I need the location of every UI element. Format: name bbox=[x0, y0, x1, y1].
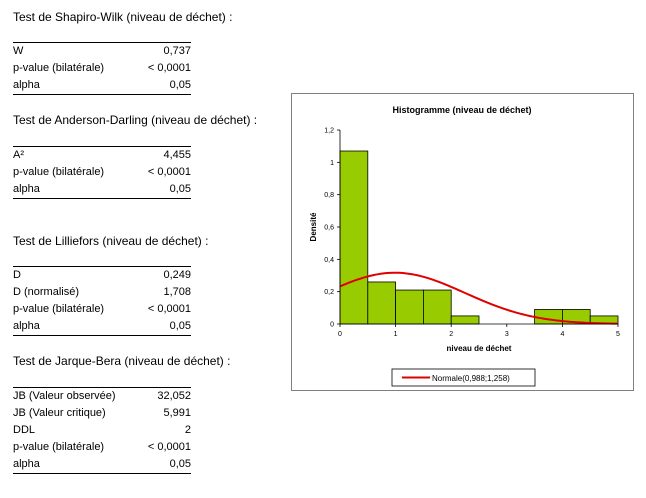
row-label: alpha bbox=[13, 456, 139, 474]
row-value: 1,708 bbox=[163, 286, 191, 298]
row-label: W bbox=[13, 42, 134, 60]
table-row: alpha 0,05 bbox=[13, 77, 191, 95]
table-row: DDL 2 bbox=[13, 422, 191, 439]
row-value: < 0,0001 bbox=[147, 62, 191, 74]
row-label: DDL bbox=[13, 424, 36, 436]
y-tick-label: 0,4 bbox=[324, 257, 334, 264]
normal-curve bbox=[339, 271, 619, 325]
jarque-bera-title: Test de Jarque-Bera (niveau de déchet) : bbox=[13, 354, 231, 368]
row-value: 0,05 bbox=[133, 77, 191, 95]
table-row: D (normalisé) 1,708 bbox=[13, 284, 191, 301]
row-value: 4,455 bbox=[133, 146, 191, 164]
y-axis-label: Densité bbox=[309, 212, 318, 241]
row-value: < 0,0001 bbox=[147, 303, 191, 315]
y-tick-label: 1,2 bbox=[324, 128, 334, 135]
row-value: 0,05 bbox=[133, 318, 191, 336]
row-value: 0,05 bbox=[138, 456, 191, 474]
table-row: p-value (bilatérale) < 0,0001 bbox=[13, 164, 191, 181]
shapiro-wilk-title: Test de Shapiro-Wilk (niveau de déchet) … bbox=[13, 10, 233, 24]
anderson-darling-table: A² 4,455 p-value (bilatérale) < 0,0001 alp… bbox=[13, 146, 191, 199]
x-tick-label: 3 bbox=[505, 331, 509, 338]
jarque-bera-table: JB (Valeur observée) 32,052 JB (Valeur cr… bbox=[13, 387, 191, 474]
lilliefors-title: Test de Lilliefors (niveau de déchet) : bbox=[13, 234, 209, 248]
anderson-darling-title: Test de Anderson-Darling (niveau de déch… bbox=[13, 113, 258, 127]
table-row: p-value (bilatérale) < 0,0001 bbox=[13, 301, 191, 318]
chart-legend: Normale(0,988;1,258) bbox=[391, 368, 536, 387]
table-row: A² 4,455 bbox=[13, 146, 191, 164]
legend-box bbox=[391, 368, 536, 387]
legend-label: Normale(0,988;1,258) bbox=[432, 374, 510, 383]
x-tick-label: 1 bbox=[394, 331, 398, 338]
row-label: JB (Valeur observée) bbox=[13, 387, 139, 405]
row-value: 0,05 bbox=[133, 181, 191, 199]
table-row: alpha 0,05 bbox=[13, 456, 191, 474]
axis-ticks: 0 0,2 0,4 0,6 0,8 1 1,2 0 1 2 3 4 5 bbox=[324, 128, 620, 339]
lilliefors-table: D 0,249 D (normalisé) 1,708 p-value (bilat… bbox=[13, 266, 191, 336]
row-label: D (normalisé) bbox=[13, 286, 80, 298]
y-tick-label: 0 bbox=[330, 322, 334, 329]
table-row: JB (Valeur critique) 5,991 bbox=[13, 405, 191, 422]
histogram-bar bbox=[395, 289, 424, 325]
table-row: p-value (bilatérale) < 0,0001 bbox=[13, 60, 191, 77]
row-value: 5,991 bbox=[163, 407, 191, 419]
row-value: < 0,0001 bbox=[147, 166, 191, 178]
row-value: 32,052 bbox=[138, 387, 191, 405]
histogram-chart: Histogramme (niveau de déchet) Densité n… bbox=[291, 93, 634, 391]
table-row: p-value (bilatérale) < 0,0001 bbox=[13, 439, 191, 456]
x-tick-label: 5 bbox=[616, 331, 620, 338]
x-tick-label: 0 bbox=[338, 331, 342, 338]
row-label: alpha bbox=[13, 77, 134, 95]
row-label: p-value (bilatérale) bbox=[13, 166, 105, 178]
row-value: < 0,0001 bbox=[147, 441, 191, 453]
row-label: JB (Valeur critique) bbox=[13, 407, 106, 419]
row-label: alpha bbox=[13, 181, 134, 199]
row-label: D bbox=[13, 266, 134, 284]
table-row: D 0,249 bbox=[13, 266, 191, 284]
row-label: p-value (bilatérale) bbox=[13, 62, 105, 74]
table-row: alpha 0,05 bbox=[13, 318, 191, 336]
row-value: 0,737 bbox=[133, 42, 191, 60]
y-tick-label: 0,2 bbox=[324, 289, 334, 296]
shapiro-wilk-table: W 0,737 p-value (bilatérale) < 0,0001 alph… bbox=[13, 42, 191, 95]
table-row: W 0,737 bbox=[13, 42, 191, 60]
row-label: alpha bbox=[13, 318, 134, 336]
table-row: JB (Valeur observée) 32,052 bbox=[13, 387, 191, 405]
chart-axes bbox=[339, 130, 618, 325]
histogram-svg: Histogramme (niveau de déchet) Densité n… bbox=[309, 105, 620, 387]
row-value: 0,249 bbox=[133, 266, 191, 284]
row-label: p-value (bilatérale) bbox=[13, 441, 105, 453]
y-tick-label: 1 bbox=[330, 160, 334, 167]
table-row: alpha 0,05 bbox=[13, 181, 191, 199]
row-label: p-value (bilatérale) bbox=[13, 303, 105, 315]
row-value: 2 bbox=[184, 424, 191, 436]
histogram-bar bbox=[534, 309, 563, 325]
y-tick-label: 0,8 bbox=[324, 192, 334, 199]
row-label: A² bbox=[13, 146, 134, 164]
x-tick-label: 2 bbox=[449, 331, 453, 338]
x-tick-label: 4 bbox=[560, 331, 564, 338]
y-tick-label: 0,6 bbox=[324, 225, 334, 232]
histogram-bar bbox=[367, 281, 397, 325]
histogram-bar bbox=[422, 289, 452, 325]
chart-title: Histogramme (niveau de déchet) bbox=[392, 105, 531, 115]
histogram-bar bbox=[450, 315, 480, 325]
x-axis-label: niveau de déchet bbox=[447, 344, 512, 353]
histogram-bar bbox=[339, 150, 369, 325]
